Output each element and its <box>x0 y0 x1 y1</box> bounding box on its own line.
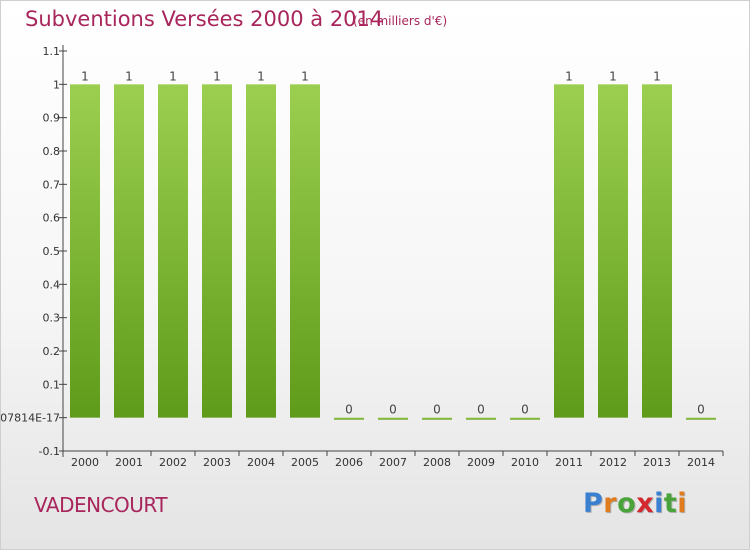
logo-letter: t <box>663 488 678 519</box>
y-tick-label: -0.1 <box>39 445 60 458</box>
x-tick-label-2014: 2014 <box>687 456 715 469</box>
x-tick-label-2010: 2010 <box>511 456 539 469</box>
bar-2004 <box>246 84 276 418</box>
logo-letter: r <box>603 488 618 519</box>
data-label-2001: 1 <box>125 69 133 83</box>
data-label-2000: 1 <box>81 69 89 83</box>
y-tick-label: 1 <box>53 78 60 91</box>
x-tick-label-2007: 2007 <box>379 456 407 469</box>
bar-2001 <box>114 84 144 418</box>
bar-2007 <box>378 417 408 420</box>
bar-2006 <box>334 417 364 420</box>
axes: -0.1 1.3877787807814E-17 0.1 0.2 0.3 0.4 0.5 0.… <box>1 45 724 469</box>
y-tick-label: 0.6 <box>43 212 61 225</box>
data-label-2010: 0 <box>521 403 529 417</box>
y-tick-label: 0.8 <box>43 145 61 158</box>
x-tick-label-2004: 2004 <box>247 456 275 469</box>
bar-2003 <box>202 84 232 418</box>
x-tick-label-2009: 2009 <box>467 456 495 469</box>
bars <box>70 84 716 420</box>
commune-name: VADENCOURT <box>34 493 168 517</box>
data-label-2009: 0 <box>477 403 485 417</box>
y-tick-label: 0.3 <box>43 312 61 325</box>
logo-letter: x <box>636 488 655 519</box>
proxiti-logo: Proxiti <box>583 488 687 519</box>
data-label-2007: 0 <box>389 403 397 417</box>
logo-letter: i <box>677 488 688 519</box>
data-label-2005: 1 <box>301 69 309 83</box>
x-tick-label-2001: 2001 <box>115 456 143 469</box>
data-label-2013: 1 <box>653 69 661 83</box>
x-tick-label-2006: 2006 <box>335 456 363 469</box>
x-tick-label-2002: 2002 <box>159 456 187 469</box>
y-tick-label: 0.1 <box>43 378 61 391</box>
chart-title: Subventions Versées 2000 à 2014 <box>25 7 384 31</box>
bar-2014 <box>686 417 716 420</box>
data-label-2006: 0 <box>345 403 353 417</box>
x-tick-label-2005: 2005 <box>291 456 319 469</box>
y-tick-label: 0.7 <box>43 178 61 191</box>
y-tick-label: 1.1 <box>43 45 61 58</box>
bar-2011 <box>554 84 584 418</box>
y-tick-label: 0.2 <box>43 345 61 358</box>
data-label-2014: 0 <box>697 403 705 417</box>
data-label-2008: 0 <box>433 403 441 417</box>
bar-2012 <box>598 84 628 418</box>
data-label-2003: 1 <box>213 69 221 83</box>
x-tick-label-2013: 2013 <box>643 456 671 469</box>
logo-letter: P <box>583 488 604 519</box>
logo-letter: o <box>617 488 637 519</box>
x-tick-label-2012: 2012 <box>599 456 627 469</box>
bar-2000 <box>70 84 100 418</box>
data-label-2011: 1 <box>565 69 573 83</box>
bar-2005 <box>290 84 320 418</box>
y-tick-label: 0.4 <box>43 278 61 291</box>
x-tick-label-2011: 2011 <box>555 456 583 469</box>
x-tick-label-2008: 2008 <box>423 456 451 469</box>
data-label-2012: 1 <box>609 69 617 83</box>
data-labels: 1 1 1 1 1 1 0 0 0 0 0 1 1 1 0 <box>81 69 705 416</box>
data-label-2004: 1 <box>257 69 265 83</box>
bar-2002 <box>158 84 188 418</box>
y-tick-label: 1.3877787807814E-17 <box>1 412 60 425</box>
bar-2009 <box>466 417 496 420</box>
bar-2013 <box>642 84 672 418</box>
y-tick-label: 0.5 <box>43 245 61 258</box>
bar-2010 <box>510 417 540 420</box>
chart-unit: (en milliers d'€) <box>353 14 448 28</box>
y-tick-label: 0.9 <box>43 112 61 125</box>
x-tick-label-2000: 2000 <box>71 456 99 469</box>
data-label-2002: 1 <box>169 69 177 83</box>
x-tick-label-2003: 2003 <box>203 456 231 469</box>
bar-2008 <box>422 417 452 420</box>
logo-letter: i <box>654 488 664 519</box>
